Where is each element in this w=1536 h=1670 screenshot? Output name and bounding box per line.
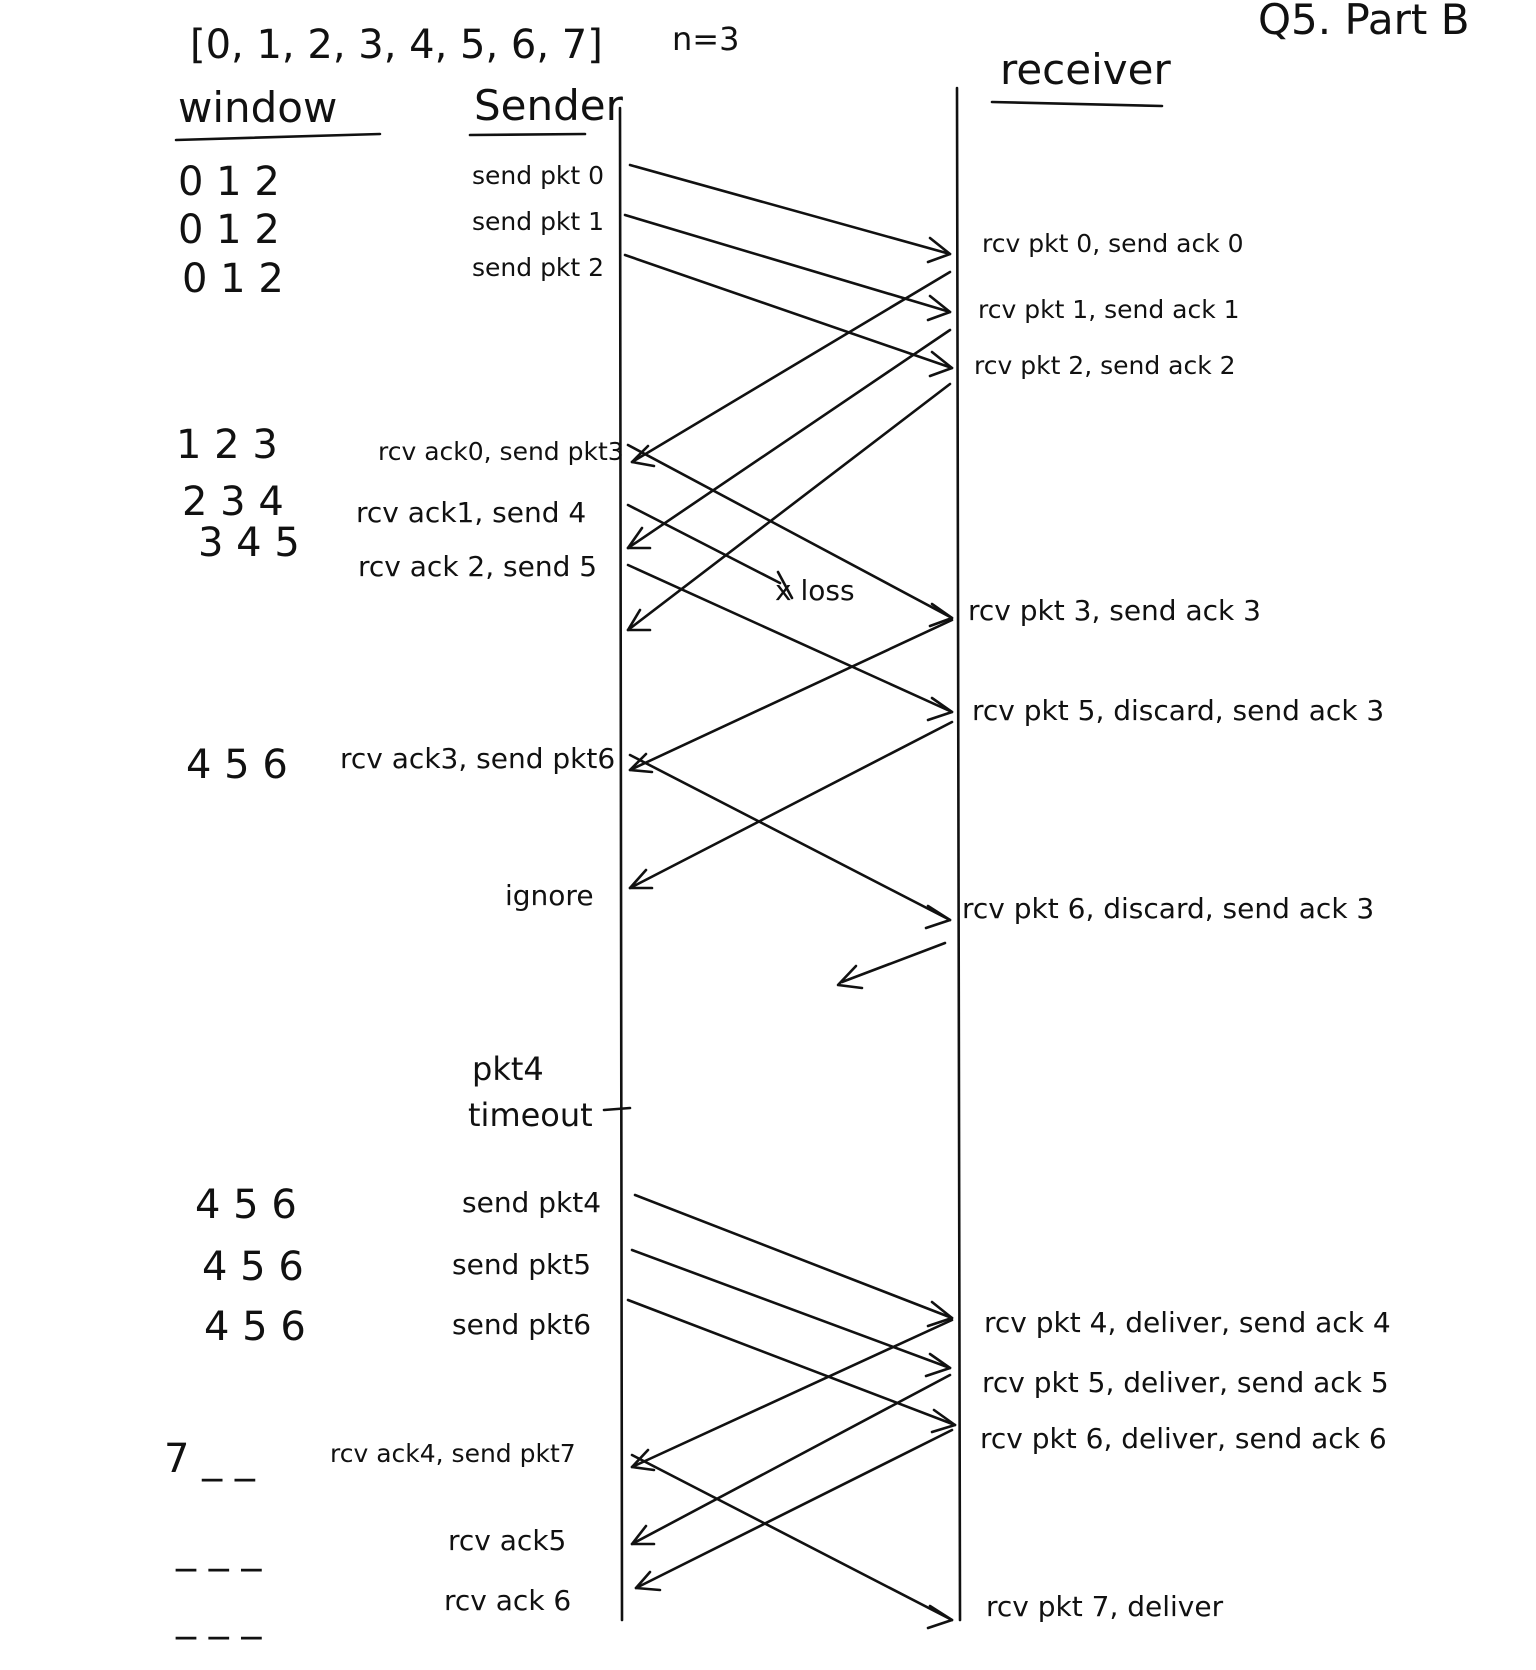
sender-event: pkt4 — [472, 1050, 544, 1088]
ack-arrow — [626, 328, 952, 550]
receiver-event: rcv pkt 1, send ack 1 — [978, 295, 1240, 324]
message-arrow — [623, 213, 952, 322]
sender-header-underline — [468, 132, 587, 137]
sender-timeline — [618, 106, 624, 1622]
window-state: 0 1 2 — [182, 256, 284, 302]
receiver-header-underline — [990, 100, 1164, 108]
sender-event: send pkt4 — [462, 1186, 601, 1219]
sender-event: send pkt 2 — [472, 253, 604, 282]
sender-event: rcv ack0, send pkt3 — [378, 437, 624, 466]
sender-event: rcv ack3, send pkt6 — [340, 742, 615, 775]
window-state: 3 4 5 — [198, 520, 300, 566]
receiver-event: rcv pkt 7, deliver — [986, 1590, 1224, 1623]
ack-arrow — [836, 941, 947, 990]
lost-packet-arrow — [626, 503, 794, 600]
sender-event: send pkt 1 — [472, 207, 604, 236]
sender-column-header: Sender — [474, 81, 624, 130]
timeout-tick — [602, 1106, 632, 1112]
message-arrow — [623, 253, 954, 378]
receiver-event: rcv pkt 2, send ack 2 — [974, 351, 1236, 380]
receiver-event: rcv pkt 0, send ack 0 — [982, 229, 1244, 258]
ack-arrow — [628, 720, 954, 890]
message-arrow — [630, 1248, 952, 1378]
window-size-label: n=3 — [672, 20, 739, 58]
sender-event: rcv ack 2, send 5 — [358, 550, 597, 583]
window-state: 0 1 2 — [178, 207, 280, 253]
message-arrow — [628, 753, 952, 930]
message-arrow — [628, 163, 952, 264]
sender-event: rcv ack4, send pkt7 — [330, 1439, 576, 1468]
window-state: _ _ _ — [175, 1594, 262, 1640]
ack-arrow — [630, 270, 952, 468]
window-state: 0 1 2 — [178, 159, 280, 205]
receiver-event: rcv pkt 3, send ack 3 — [968, 594, 1261, 627]
ack-arrow — [626, 382, 952, 632]
message-arrow — [626, 1298, 957, 1434]
window-state: 4 5 6 — [204, 1304, 306, 1350]
window-state: 2 3 4 — [182, 479, 284, 525]
receiver-column-header: receiver — [1000, 45, 1171, 94]
sender-event: ignore — [505, 879, 594, 912]
receiver-event: rcv pkt 4, deliver, send ack 4 — [984, 1306, 1391, 1339]
window-state: _ _ _ — [175, 1526, 262, 1572]
sender-event: rcv ack5 — [448, 1524, 566, 1557]
window-state: 4 5 6 — [202, 1244, 304, 1290]
sequence-label: [0, 1, 2, 3, 4, 5, 6, 7] — [190, 22, 603, 68]
window-state: 4 5 6 — [195, 1182, 297, 1228]
sender-event: rcv ack1, send 4 — [356, 496, 586, 529]
receiver-event: rcv pkt 5, discard, send ack 3 — [972, 694, 1384, 727]
sender-event: send pkt6 — [452, 1308, 591, 1341]
page-title: Q5. Part B — [1258, 0, 1470, 44]
ack-arrow — [634, 1428, 954, 1592]
window-state: 4 5 6 — [186, 742, 288, 788]
window-state: 7 _ _ — [164, 1436, 256, 1482]
receiver-timeline — [955, 86, 962, 1622]
sender-event: send pkt5 — [452, 1248, 591, 1281]
ack-arrow — [628, 618, 954, 774]
receiver-event: rcv pkt 5, deliver, send ack 5 — [982, 1366, 1389, 1399]
sender-event: send pkt 0 — [472, 161, 604, 190]
window-column-header: window — [178, 83, 337, 132]
message-arrow — [630, 1453, 954, 1630]
sender-event: timeout — [468, 1096, 593, 1134]
message-arrow — [633, 1193, 954, 1328]
window-header-underline — [174, 132, 382, 142]
sender-event: rcv ack 6 — [444, 1584, 571, 1617]
message-arrow — [626, 443, 954, 628]
receiver-event: rcv pkt 6, discard, send ack 3 — [962, 892, 1374, 925]
ack-arrow — [630, 1373, 952, 1546]
receiver-event: rcv pkt 6, deliver, send ack 6 — [980, 1422, 1387, 1455]
window-state: 1 2 3 — [176, 422, 278, 468]
ack-arrow — [630, 1318, 954, 1472]
